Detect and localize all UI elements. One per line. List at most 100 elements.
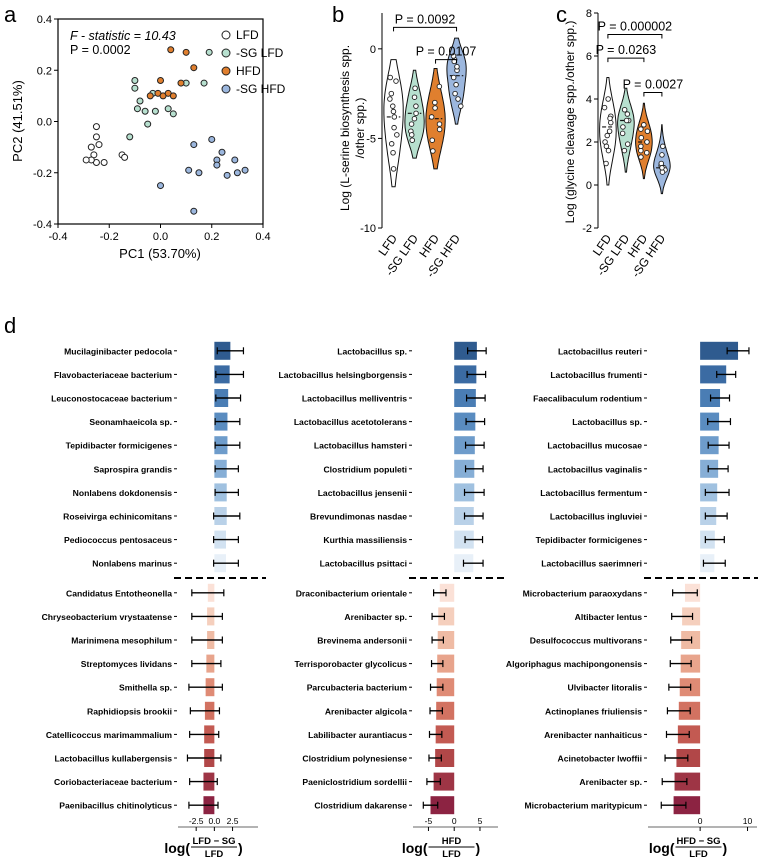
species-bar	[454, 341, 477, 360]
violin-point	[458, 103, 464, 109]
pca-y-tick-label: 0.0	[37, 117, 52, 129]
violin-point	[436, 121, 443, 127]
significance-label: P = 0.0107	[416, 45, 477, 59]
violin-point	[453, 81, 459, 88]
pca-point	[169, 110, 177, 118]
species-bar	[454, 389, 476, 407]
violin-point	[411, 115, 418, 122]
bar-x-tick-label: 0	[698, 816, 703, 826]
violin-point	[411, 94, 418, 100]
pca-point	[141, 107, 149, 115]
species-label: Paeniclostridium sordellii	[302, 777, 407, 787]
species-label: Lactobacillus jensenii	[318, 488, 407, 498]
pca-point	[190, 141, 198, 149]
legend-label: -SG HFD	[236, 82, 286, 96]
violin-point	[605, 147, 612, 154]
pca-point	[233, 169, 241, 177]
violin-point	[624, 111, 631, 117]
bar-axis-label-log: log(	[649, 840, 675, 856]
species-label: Microbacterium maritypicum	[525, 801, 643, 811]
violin-point	[641, 122, 647, 128]
species-label: Clostridium dakarense	[314, 801, 407, 811]
violin-y-tick-label: 6	[586, 51, 592, 63]
species-label: Desulfococcus multivorans	[530, 636, 642, 646]
legend-label: -SG LFD	[236, 46, 284, 60]
pca-y-tick-label: 0.4	[37, 14, 52, 26]
pca-point	[157, 182, 164, 190]
violin-point	[620, 124, 626, 130]
species-label: Lactobacillus hamsteri	[314, 441, 407, 451]
species-label: Nonlabens marinus	[92, 559, 172, 569]
species-label: Lactobacillus reuteri	[558, 346, 642, 356]
violin-point	[430, 148, 436, 154]
violin-point	[624, 141, 631, 147]
pca-point	[131, 77, 139, 84]
panel-letter-d: d	[4, 313, 16, 338]
pca-point	[136, 97, 144, 105]
species-label: Ulvibacter litoralis	[567, 683, 642, 693]
violin-point	[394, 132, 400, 138]
violin-point	[391, 114, 398, 120]
species-label: Flavobacteriaceae bacterium	[54, 370, 172, 380]
violin-point	[638, 154, 644, 160]
significance-bracket	[393, 26, 458, 32]
species-label: Algoriphagus machipongonensis	[506, 659, 642, 669]
species-bar	[454, 459, 475, 478]
pca-point	[131, 84, 139, 92]
pca-x-tick-label: 0.0	[153, 231, 168, 243]
species-bar	[438, 607, 455, 626]
significance-label: P = 0.000002	[598, 20, 673, 34]
pca-point	[213, 161, 221, 169]
pca-point	[200, 79, 208, 87]
violin-point	[454, 63, 460, 70]
species-bar	[700, 341, 739, 360]
species-bar	[454, 365, 477, 384]
species-label: Lactobacillus melliventris	[302, 394, 407, 404]
species-label: Seonamhaeicola sp.	[89, 417, 172, 427]
violin-point	[644, 149, 650, 156]
violin-y-tick-label: 4	[586, 94, 592, 106]
pca-stat-p: P = 0.0002	[70, 43, 131, 57]
species-label: Smithella sp.	[119, 683, 172, 693]
species-label: Parcubacteria bacterium	[307, 683, 408, 693]
violin-point	[623, 117, 630, 124]
species-label: Paenibacillus chitinolyticus	[59, 801, 172, 811]
pca-y-tick-label: -0.4	[33, 219, 52, 231]
species-label: Marinimena mesophilum	[71, 636, 172, 646]
significance-label: P = 0.0027	[623, 78, 684, 92]
species-label: Saprospira grandis	[94, 464, 173, 474]
pca-point	[164, 105, 172, 113]
pca-point	[169, 92, 177, 100]
pca-point	[185, 166, 193, 174]
species-label: Lactobacillus helsingborgensis	[279, 370, 408, 380]
bar-axis-label-log: log(	[164, 840, 190, 856]
species-label: Altibacter lentus	[575, 612, 643, 622]
violin-point	[621, 106, 628, 113]
bar-axis-label-numerator: LFD − SG	[192, 836, 235, 847]
violin-point	[387, 74, 393, 81]
violin-point	[388, 141, 395, 147]
legend-label: LFD	[236, 28, 259, 42]
violin-shape	[617, 87, 635, 173]
species-label: Acinetobacter lwoffii	[557, 754, 642, 764]
species-label: Labilibacter aurantiacus	[308, 730, 407, 740]
pca-x-tick-label: 0.4	[255, 231, 270, 243]
species-bar	[436, 701, 455, 720]
pca-scatter-chart: -0.4-0.4 -0.2 -0.2 0.0 0.0 0.2 0.2 0.4 0.4 F - s…	[10, 14, 286, 261]
violin-point	[388, 90, 395, 97]
species-label: Terrisporobacter glycolicus	[294, 659, 407, 669]
panel-letter-b: b	[332, 2, 344, 27]
bar-axis-label-close: )	[723, 840, 728, 856]
species-bar	[435, 749, 455, 767]
pca-x-tick-label: -0.2	[100, 231, 119, 243]
violin-point	[658, 160, 665, 167]
pca-point	[95, 141, 103, 149]
species-label: Pediococcus pentosaceus	[64, 535, 172, 545]
violin-point	[659, 165, 665, 171]
pca-point	[144, 120, 152, 128]
pca-x-tick-label: 0.2	[204, 231, 219, 243]
violin-point	[412, 85, 418, 91]
violin-point	[638, 126, 644, 132]
